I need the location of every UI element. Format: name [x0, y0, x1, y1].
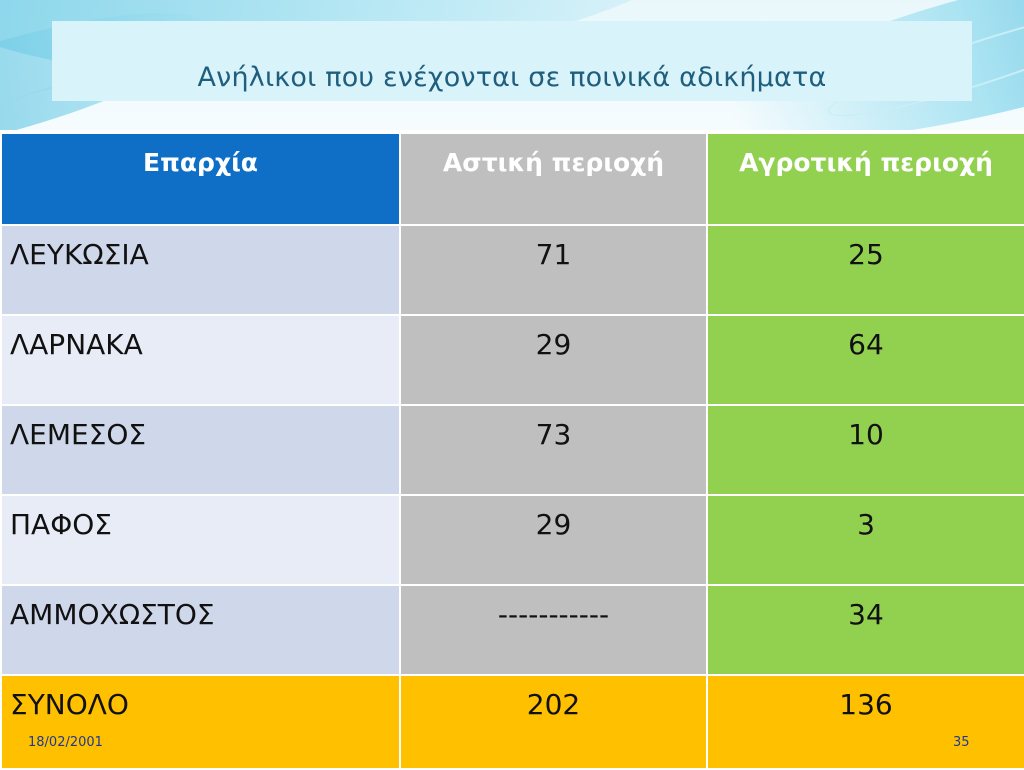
region-cell: ΛΕΥΚΩΣΙΑ [0, 224, 401, 316]
column-header-region: Επαρχία [0, 132, 401, 226]
rural-cell: 64 [706, 314, 1024, 406]
rural-cell: 3 [706, 494, 1024, 586]
footer-date: 18/02/2001 [28, 735, 103, 750]
table-row: ΛΕΜΕΣΟΣ 73 10 [0, 404, 1024, 496]
total-rural-cell: 136 [706, 674, 1024, 770]
slide-title-box: Ανήλικοι που ενέχονται σε ποινικά αδικήμ… [52, 21, 972, 101]
table-total-row: ΣΥΝΟΛΟ 202 136 [0, 674, 1024, 770]
region-cell: ΛΑΡΝΑΚΑ [0, 314, 401, 406]
slide-page-number: 35 [953, 735, 970, 750]
data-table: Επαρχία Αστική περιοχή Αγροτική περιοχή … [0, 132, 1024, 770]
column-header-urban: Αστική περιοχή [399, 132, 708, 226]
urban-cell: 29 [399, 494, 708, 586]
rural-cell: 25 [706, 224, 1024, 316]
total-label-cell: ΣΥΝΟΛΟ [0, 674, 401, 770]
table-header-row: Επαρχία Αστική περιοχή Αγροτική περιοχή [0, 132, 1024, 226]
region-cell: ΠΑΦΟΣ [0, 494, 401, 586]
table-row: ΠΑΦΟΣ 29 3 [0, 494, 1024, 586]
rural-cell: 10 [706, 404, 1024, 496]
column-header-rural: Αγροτική περιοχή [706, 132, 1024, 226]
table-row: ΛΑΡΝΑΚΑ 29 64 [0, 314, 1024, 406]
slide-title: Ανήλικοι που ενέχονται σε ποινικά αδικήμ… [197, 62, 827, 93]
table-row: ΛΕΥΚΩΣΙΑ 71 25 [0, 224, 1024, 316]
total-urban-cell: 202 [399, 674, 708, 770]
urban-cell: 29 [399, 314, 708, 406]
region-cell: ΛΕΜΕΣΟΣ [0, 404, 401, 496]
region-cell: ΑΜΜΟΧΩΣΤΟΣ [0, 584, 401, 676]
table-row: ΑΜΜΟΧΩΣΤΟΣ ----------- 34 [0, 584, 1024, 676]
urban-cell: 71 [399, 224, 708, 316]
urban-cell: 73 [399, 404, 708, 496]
urban-cell: ----------- [399, 584, 708, 676]
rural-cell: 34 [706, 584, 1024, 676]
